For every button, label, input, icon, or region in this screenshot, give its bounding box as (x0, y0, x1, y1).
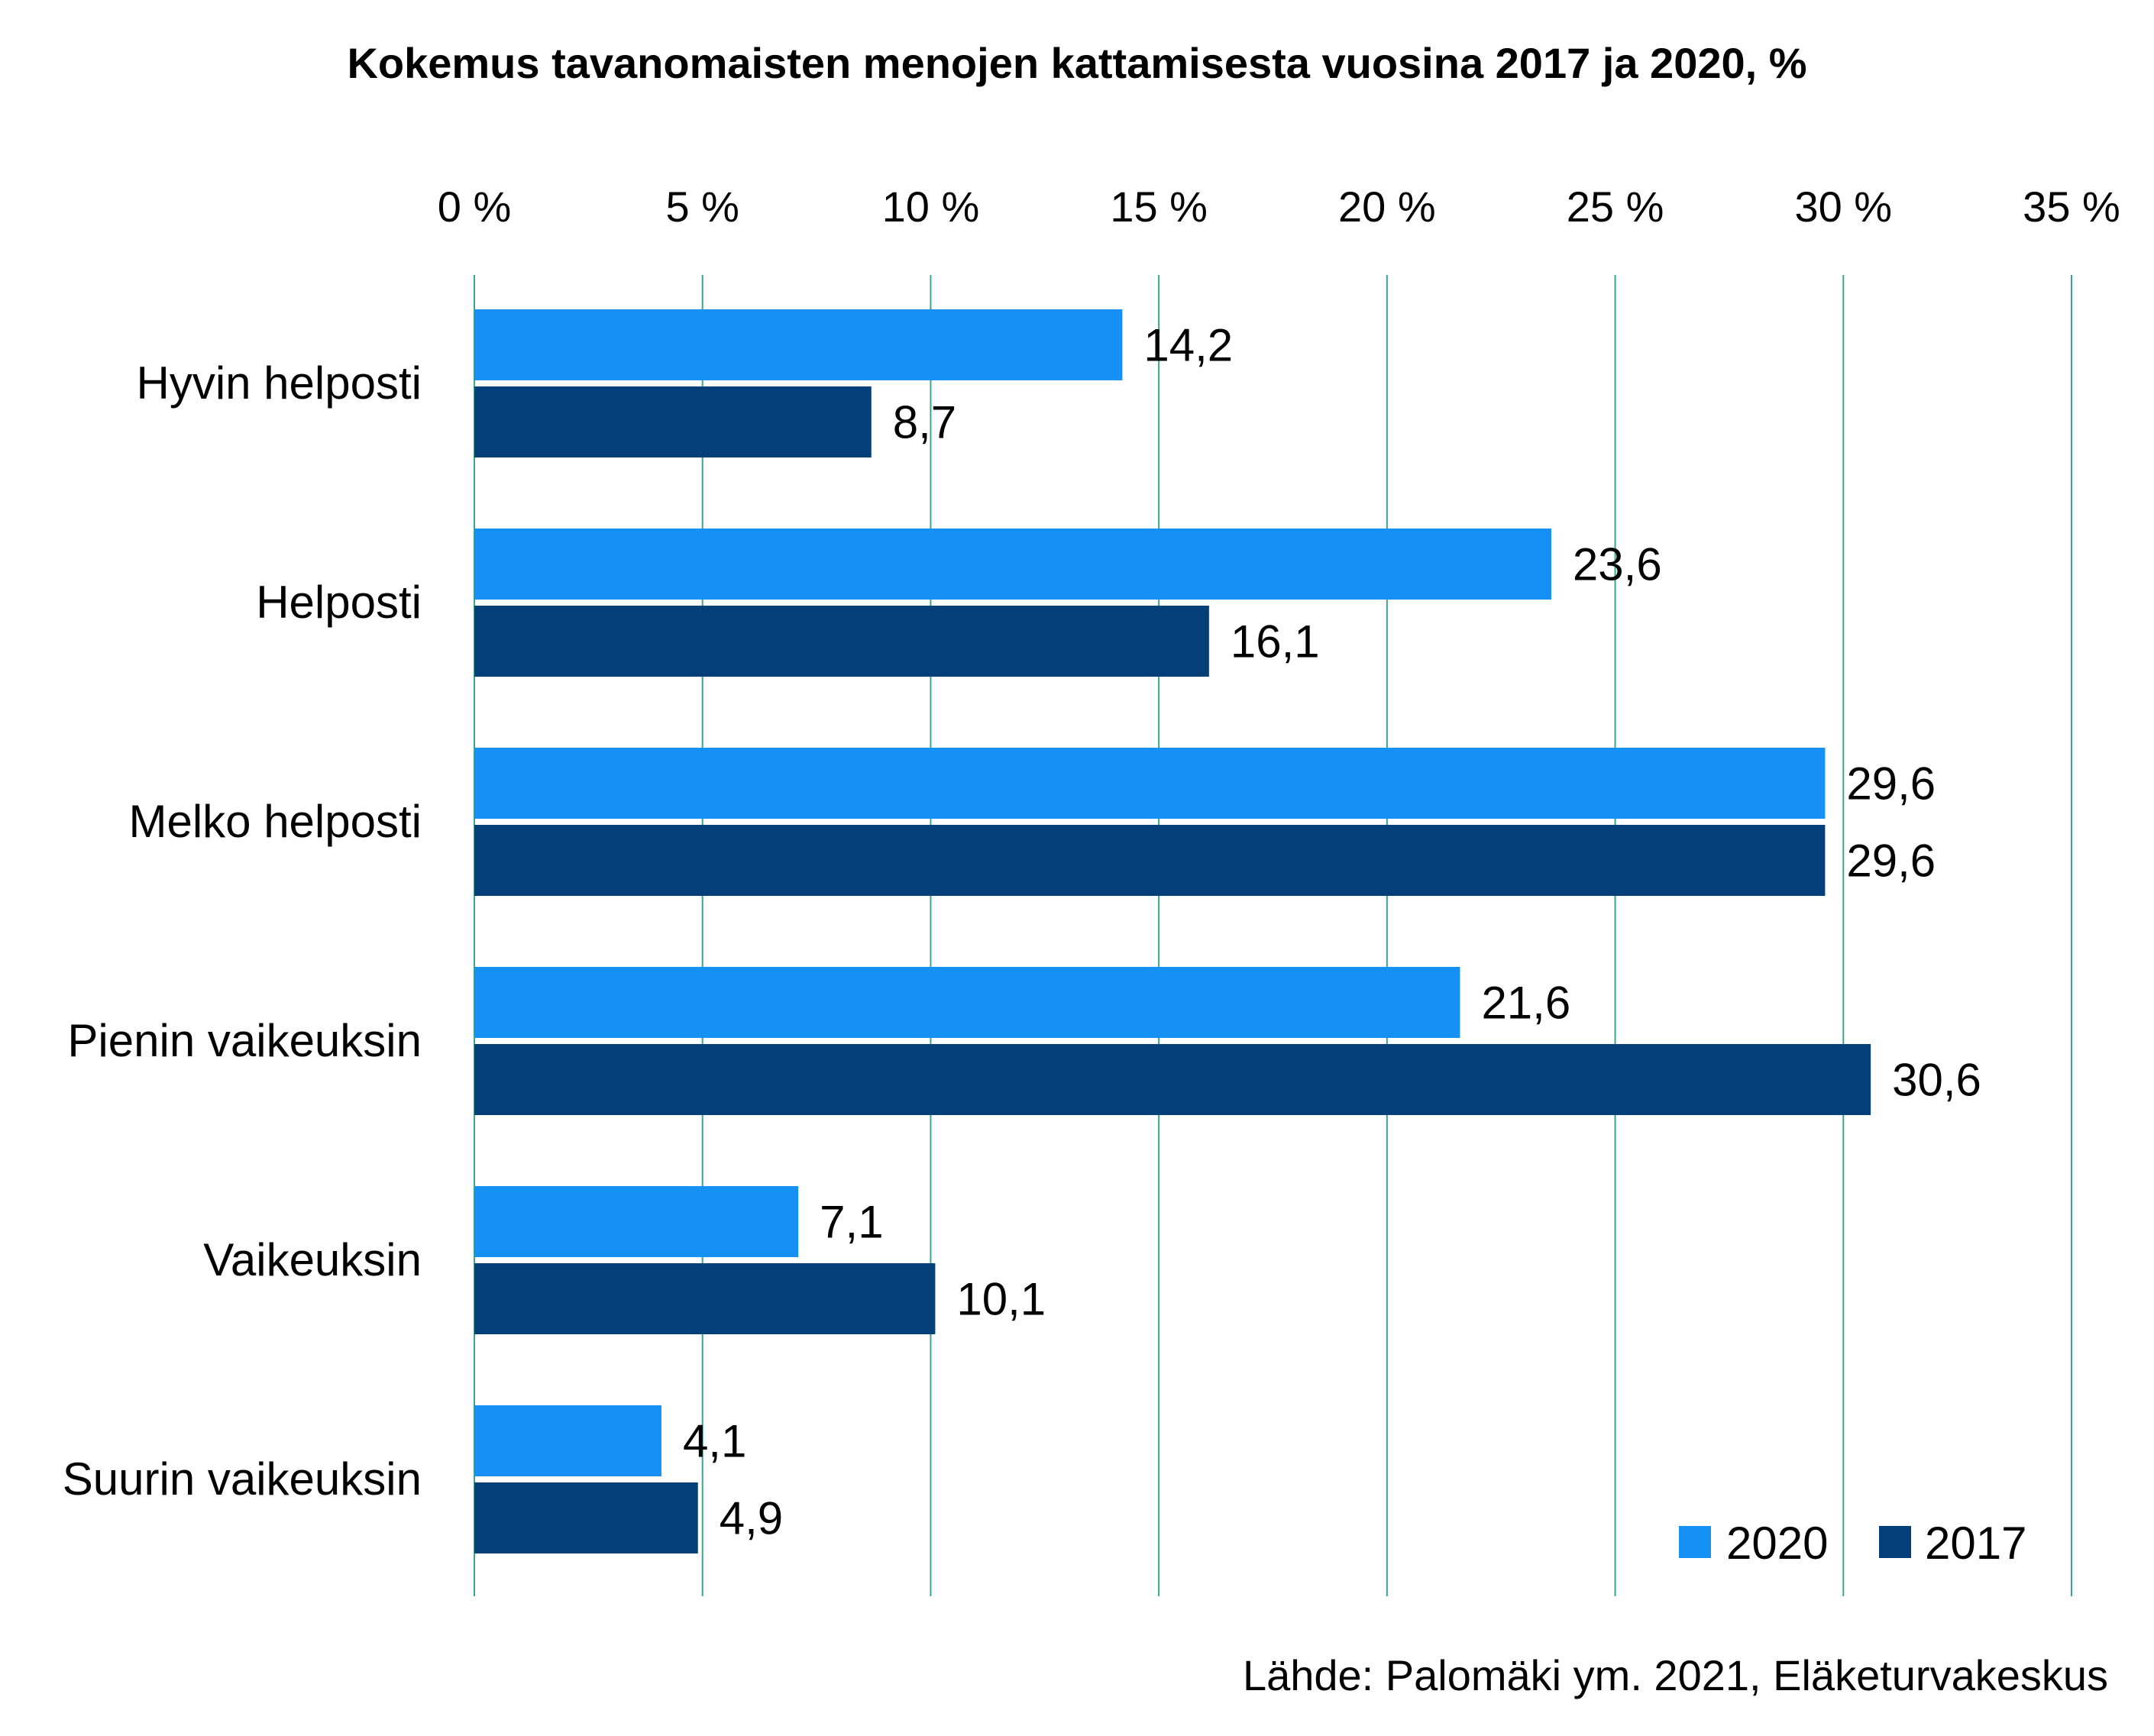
x-tick-label: 10 % (882, 183, 980, 231)
bar-2017 (474, 1482, 698, 1553)
bar-2020 (474, 529, 1551, 600)
data-label: 8,7 (893, 397, 956, 448)
bar-2020 (474, 1405, 661, 1476)
bar-2017 (474, 825, 1826, 896)
legend-swatch-2017 (1879, 1526, 1911, 1558)
data-label: 4,9 (720, 1493, 783, 1544)
category-labels: Hyvin helposti Helposti Melko helposti Pien… (63, 357, 422, 1505)
data-label: 14,2 (1143, 320, 1233, 371)
bar-2017 (474, 1044, 1871, 1115)
data-labels: 14,2 8,7 23,6 16,1 29,6 29,6 21,6 30,6 7,1 10,1 4,… (683, 320, 1981, 1544)
bar-2020 (474, 1186, 799, 1257)
data-label: 10,1 (956, 1274, 1046, 1325)
legend-label: 2017 (1925, 1518, 2026, 1569)
x-axis-ticks: 0 % 5 % 10 % 15 % 20 % 25 % 30 % 35 % (438, 183, 2120, 231)
x-tick-label: 35 % (2023, 183, 2120, 231)
bar-2017 (474, 1263, 936, 1334)
data-label: 30,6 (1892, 1055, 1981, 1106)
category-label: Helposti (256, 577, 422, 628)
category-label: Hyvin helposti (136, 357, 422, 409)
category-label: Vaikeuksin (203, 1234, 422, 1285)
category-label: Melko helposti (128, 796, 422, 847)
legend: 2020 2017 (1679, 1518, 2026, 1569)
category-label: Pienin vaikeuksin (67, 1015, 422, 1066)
source-note: Lähde: Palomäki ym. 2021, Eläketurvakesk… (1243, 1651, 2108, 1699)
x-tick-label: 15 % (1110, 183, 1208, 231)
data-label: 21,6 (1481, 978, 1570, 1029)
x-tick-label: 5 % (665, 183, 739, 231)
bar-2020 (474, 748, 1826, 819)
chart-title: Kokemus tavanomaisten menojen kattamises… (347, 39, 1806, 87)
bar-2017 (474, 386, 872, 457)
data-label: 4,1 (683, 1416, 746, 1467)
x-tick-label: 25 % (1567, 183, 1664, 231)
bar-2020 (474, 309, 1123, 380)
bar-2020 (474, 967, 1460, 1038)
gridlines (474, 275, 2072, 1596)
data-label: 7,1 (820, 1197, 883, 1248)
data-label: 29,6 (1846, 758, 1936, 810)
category-label: Suurin vaikeuksin (63, 1453, 422, 1505)
data-label: 23,6 (1573, 539, 1662, 590)
x-tick-label: 0 % (438, 183, 512, 231)
x-tick-label: 30 % (1794, 183, 1892, 231)
legend-label: 2020 (1726, 1518, 1828, 1569)
bar-2017 (474, 606, 1209, 677)
legend-swatch-2020 (1679, 1526, 1711, 1558)
x-tick-label: 20 % (1338, 183, 1436, 231)
data-label: 16,1 (1231, 616, 1320, 668)
data-label: 29,6 (1846, 836, 1936, 887)
bars (474, 309, 1871, 1553)
